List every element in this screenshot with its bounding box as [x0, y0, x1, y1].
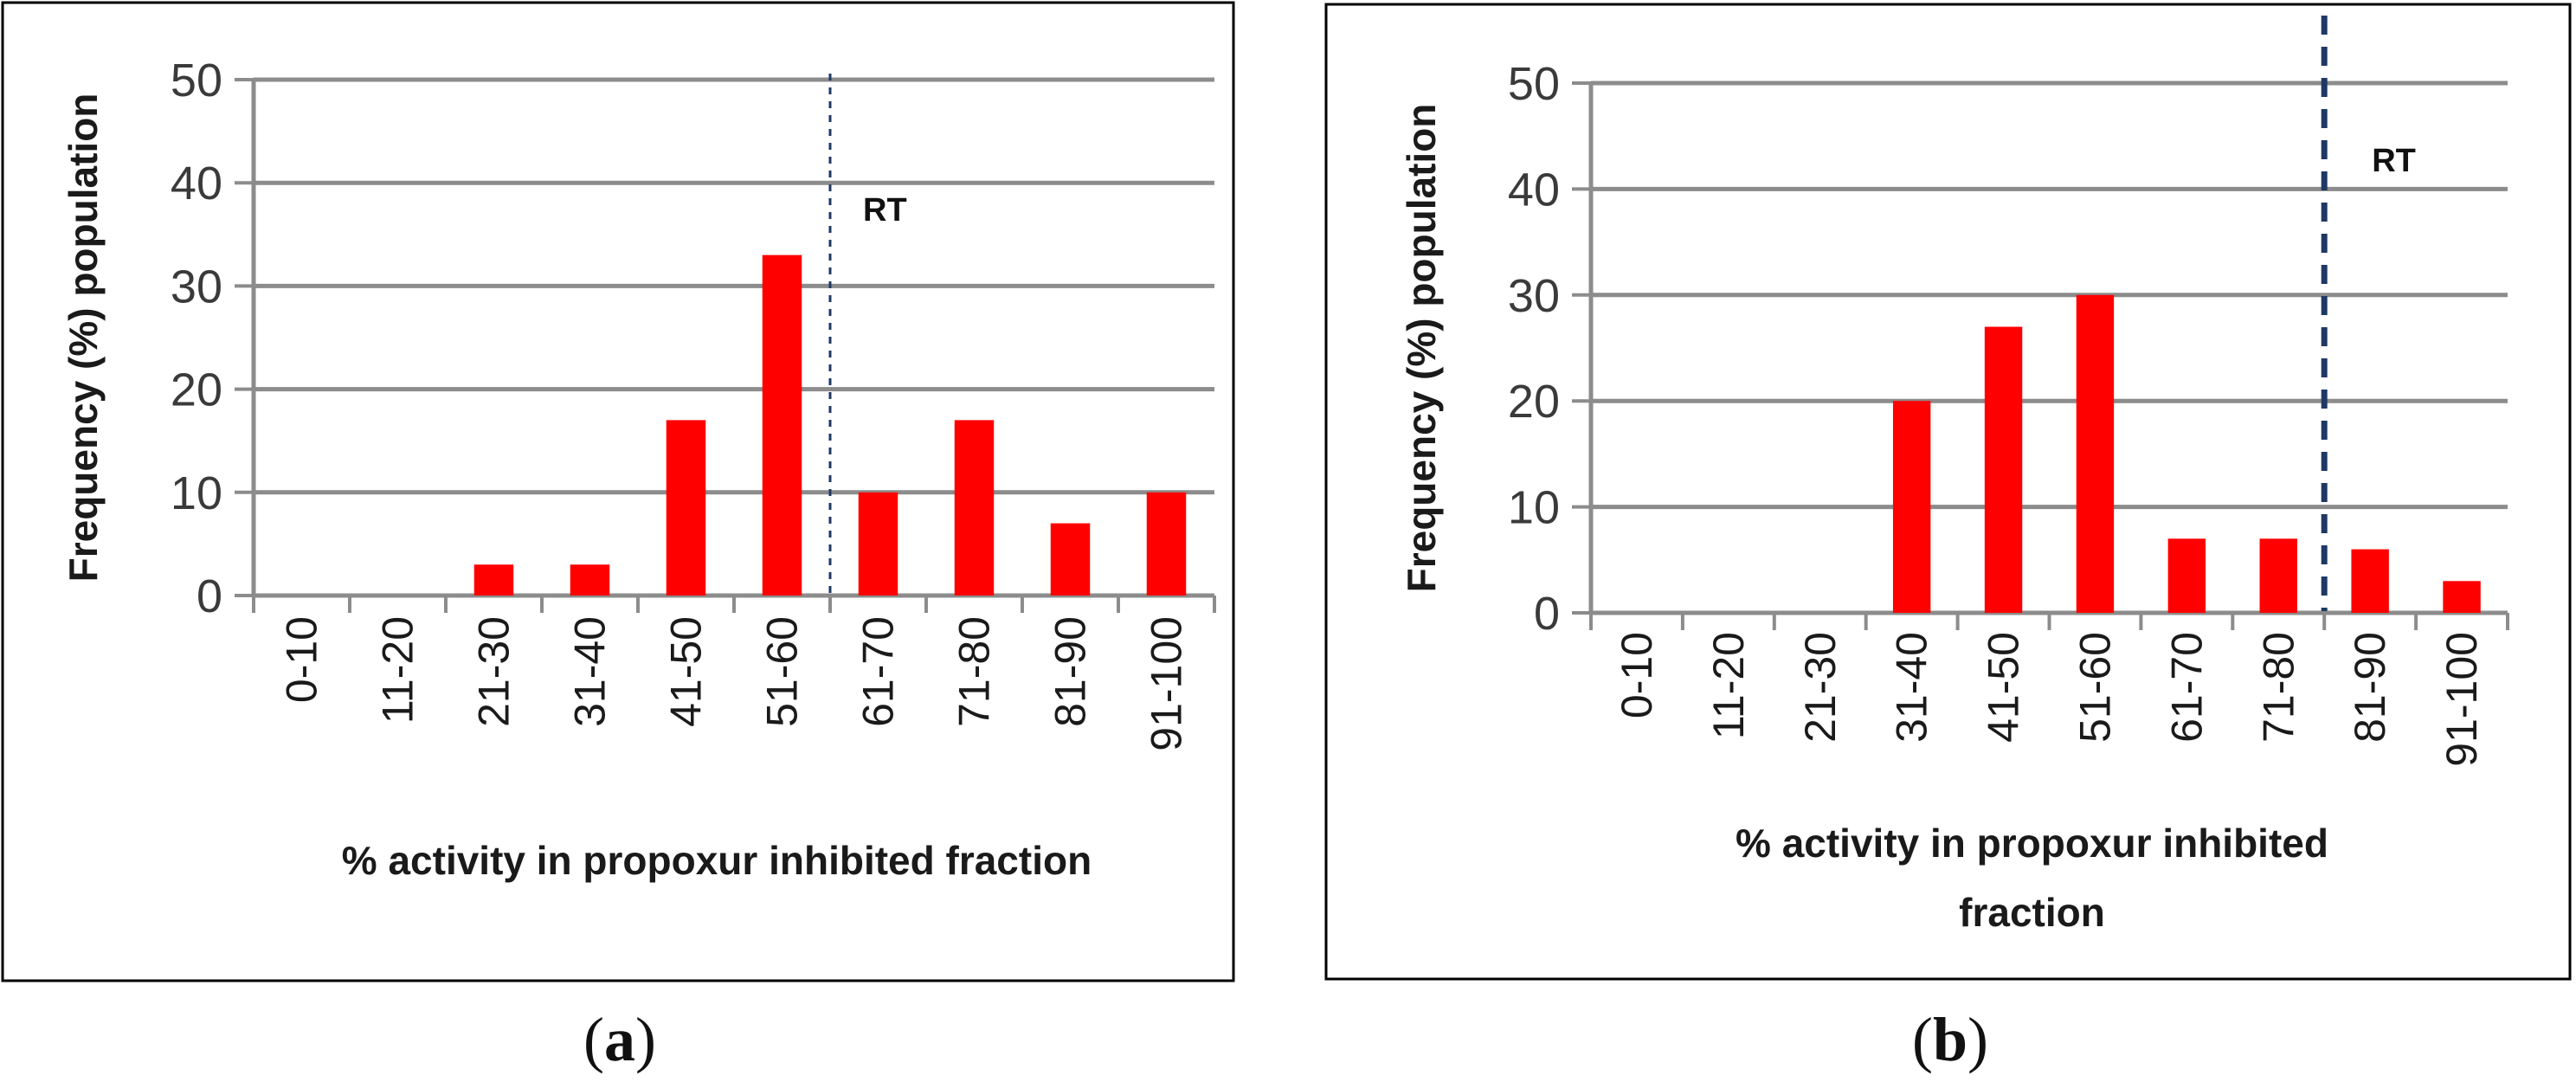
bar-71-80 — [2259, 538, 2297, 613]
bar-91-100 — [2443, 581, 2481, 613]
rt-label: RT — [2372, 143, 2416, 179]
y-tick-label: 40 — [1508, 164, 1560, 216]
x-tick-label: 51-60 — [758, 616, 807, 727]
y-tick-label: 30 — [171, 261, 222, 312]
bar-91-100 — [1146, 492, 1187, 596]
y-tick-label: 0 — [196, 570, 222, 622]
x-tick-label: 61-70 — [854, 616, 903, 727]
panel-caption: (a) — [583, 1005, 656, 1074]
y-tick-label: 50 — [1508, 58, 1560, 110]
y-tick-label: 40 — [171, 158, 222, 209]
bar-51-60 — [762, 254, 802, 596]
x-tick-label: 61-70 — [2162, 632, 2211, 743]
bar-31-40 — [1892, 401, 1931, 613]
x-tick-label: 31-40 — [566, 616, 615, 727]
caption-open: ( — [583, 1005, 604, 1074]
x-tick-label: 81-90 — [1046, 616, 1095, 727]
x-tick-label: 71-80 — [2254, 632, 2302, 743]
y-tick-label: 20 — [1508, 376, 1560, 428]
y-tick-label: 10 — [1508, 482, 1560, 534]
bar-71-80 — [954, 420, 995, 596]
panel-b: 0 10 20 30 40 50 0-10 11-20 21-30 31-40 41-50 51-60… — [1324, 3, 2572, 1074]
bar-41-50 — [1984, 326, 2023, 613]
y-tick-label: 30 — [1508, 270, 1560, 322]
bar-81-90 — [2351, 549, 2389, 613]
panel-caption: (b) — [1912, 1005, 1988, 1074]
y-tick-label: 50 — [171, 55, 222, 106]
y-axis-title: Frequency (%) population — [1399, 104, 1444, 593]
panel-a: 0 10 20 30 40 50 0-10 11-20 21-30 31-40 41-50 51-60… — [1, 1, 1235, 1074]
x-tick-label: 11-20 — [1704, 632, 1753, 739]
x-tick-label: 71-80 — [950, 616, 999, 727]
y-tick-label: 10 — [171, 467, 222, 519]
x-tick-label: 91-100 — [2438, 632, 2486, 767]
x-axis-title: % activity in propoxur inhibited fractio… — [342, 838, 1092, 883]
bar-61-70 — [858, 492, 898, 596]
x-tick-label: 51-60 — [2070, 632, 2119, 743]
x-tick-label: 0-10 — [1613, 632, 1661, 718]
x-tick-label: 0-10 — [278, 616, 326, 703]
bar-41-50 — [666, 420, 706, 596]
x-axis-title: fraction — [1959, 890, 2105, 935]
x-tick-label: 11-20 — [374, 616, 422, 724]
caption-letter: b — [1933, 1005, 1967, 1074]
x-tick-label: 21-30 — [470, 616, 518, 727]
bar-61-70 — [2167, 538, 2206, 613]
y-tick-label: 0 — [1534, 588, 1560, 640]
bar-21-30 — [473, 564, 514, 596]
bar-31-40 — [570, 564, 610, 596]
panel-frame — [1324, 3, 2572, 981]
caption-open: ( — [1912, 1005, 1933, 1074]
x-tick-label: 91-100 — [1143, 616, 1191, 751]
caption-close: ) — [635, 1005, 656, 1074]
x-tick-label: 41-50 — [1980, 632, 2028, 743]
y-axis-title: Frequency (%) population — [61, 93, 106, 583]
caption-close: ) — [1967, 1005, 1988, 1074]
rt-label: RT — [863, 192, 907, 229]
x-tick-label: 31-40 — [1888, 632, 1936, 743]
x-axis-title: % activity in propoxur inhibited — [1736, 821, 2328, 866]
caption-letter: a — [604, 1005, 635, 1074]
bar-81-90 — [1050, 523, 1091, 596]
x-tick-label: 41-50 — [662, 616, 711, 727]
y-tick-label: 20 — [171, 364, 222, 416]
x-tick-label: 21-30 — [1796, 632, 1845, 743]
bar-51-60 — [2076, 294, 2115, 613]
x-tick-label: 81-90 — [2346, 632, 2394, 743]
